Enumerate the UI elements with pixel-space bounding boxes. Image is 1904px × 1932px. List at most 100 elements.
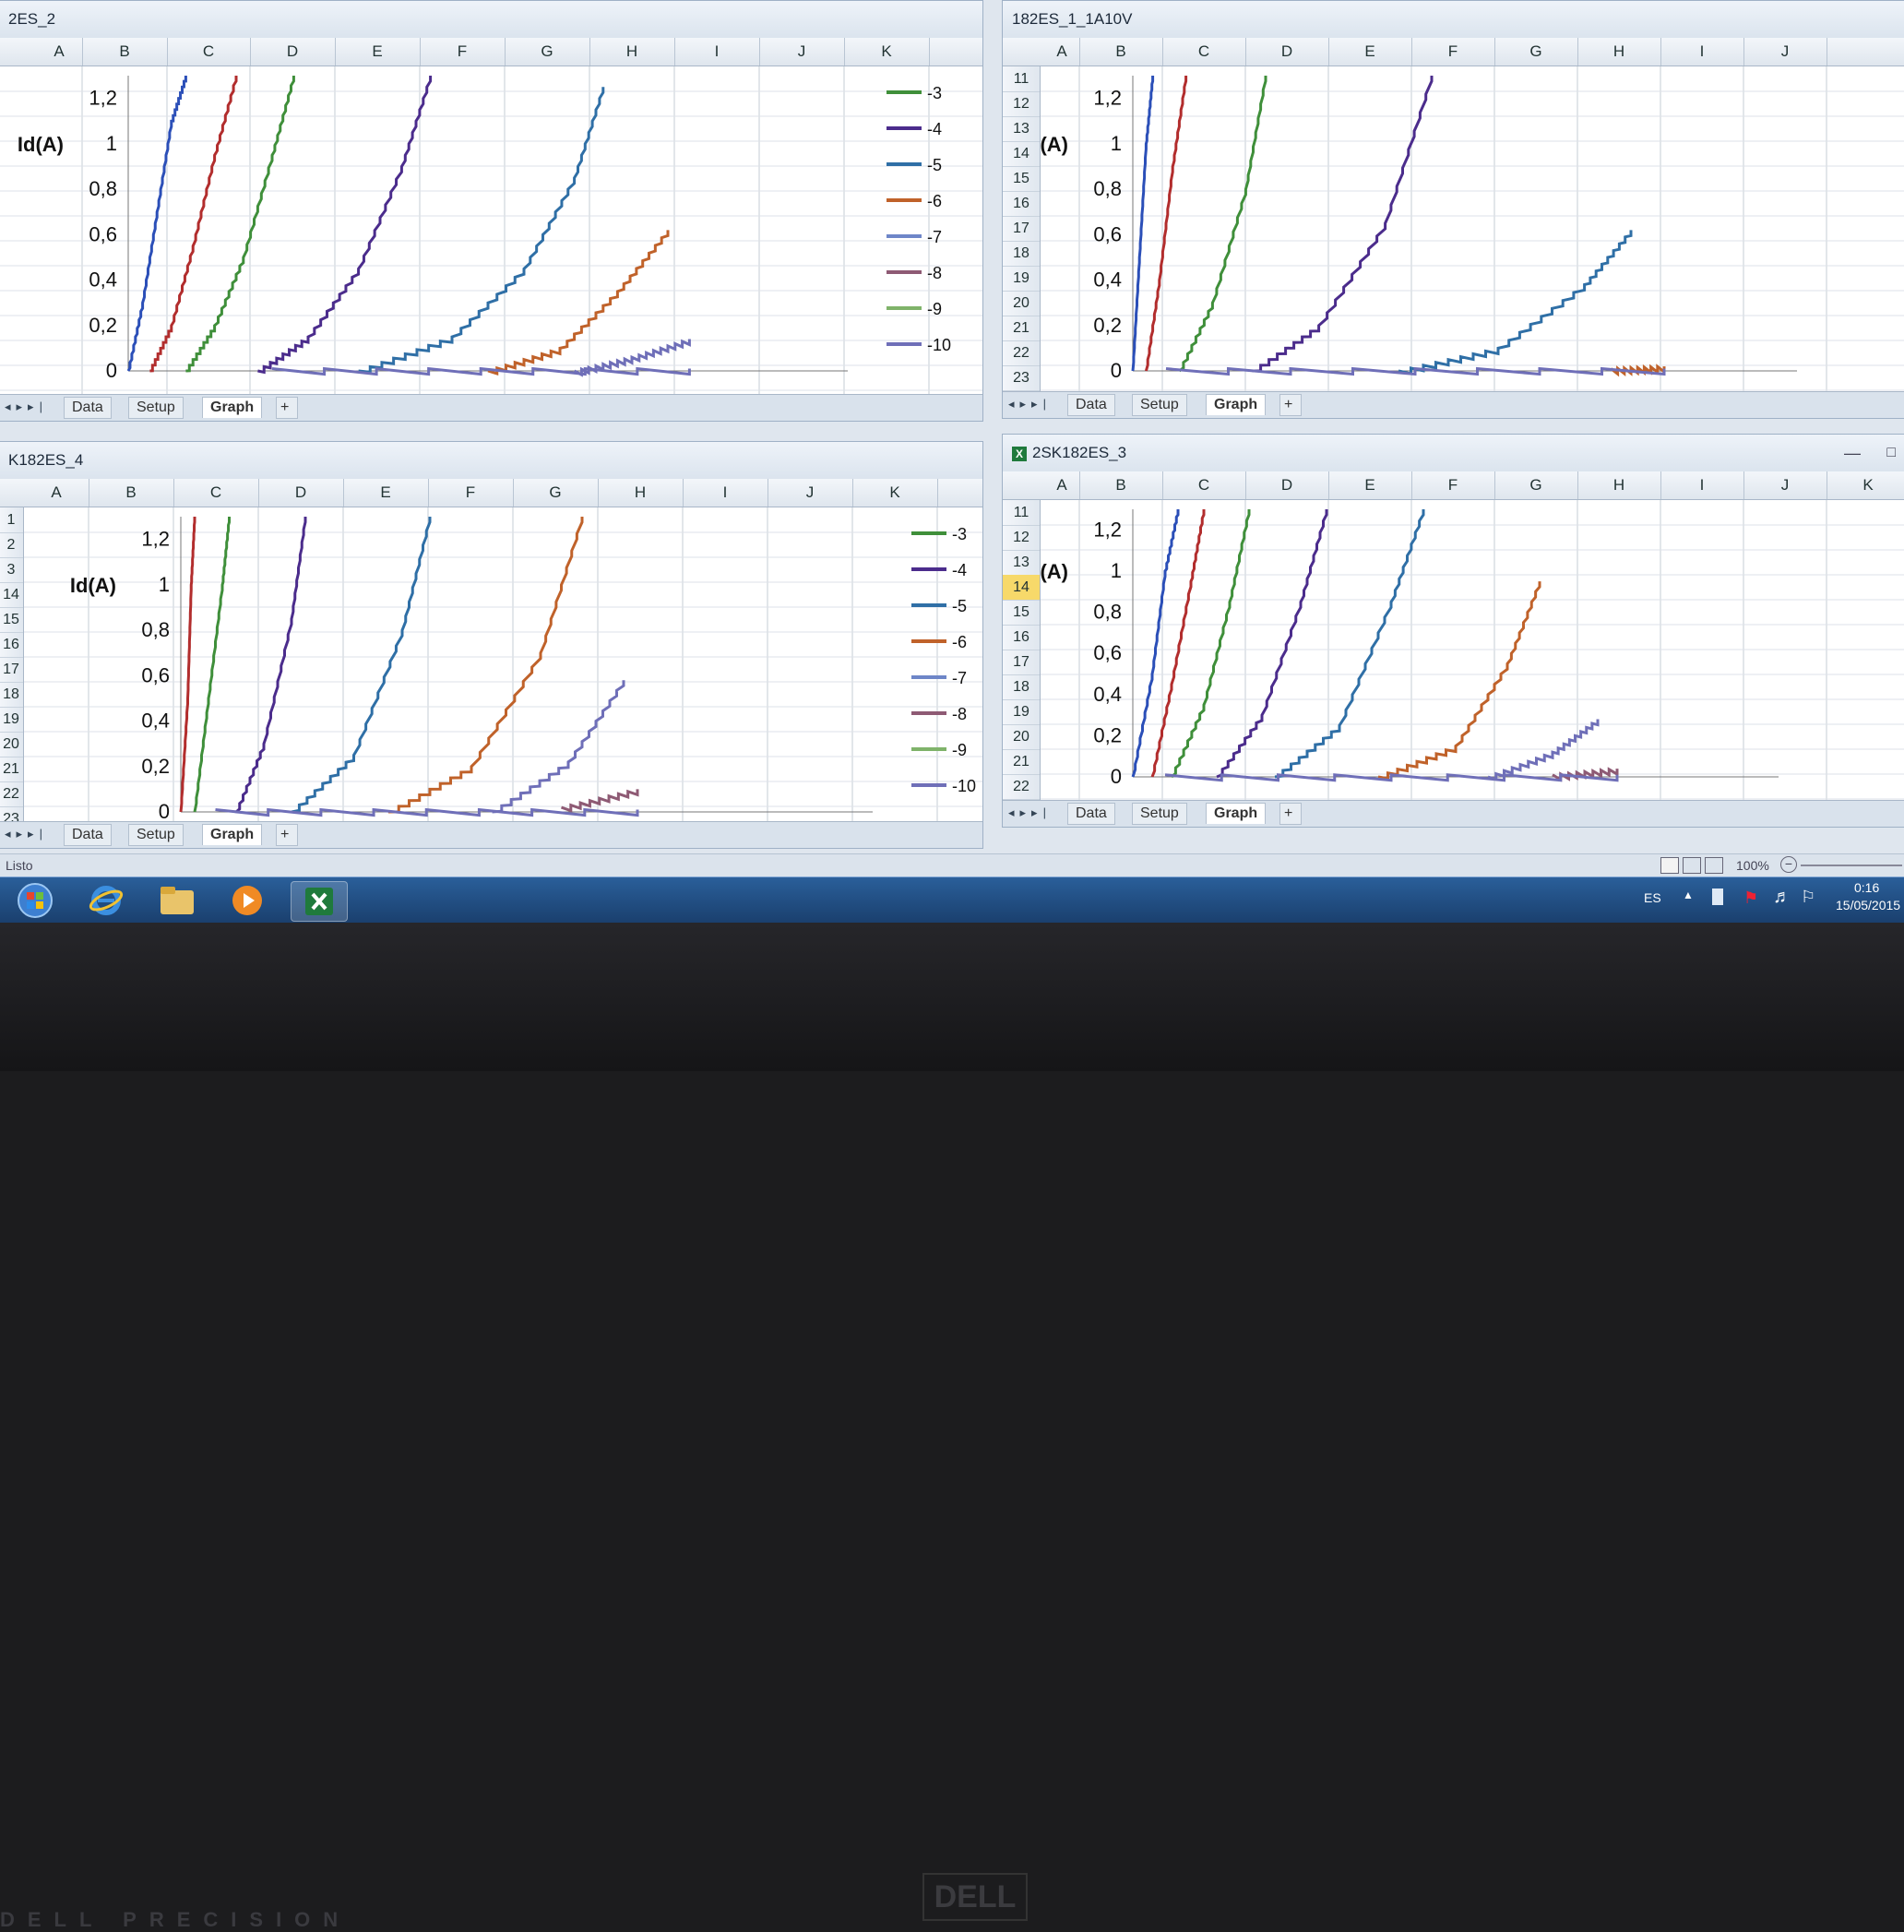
column-header[interactable]: H <box>1577 471 1661 499</box>
column-header[interactable]: H <box>1577 38 1661 66</box>
column-header[interactable]: F <box>428 479 514 507</box>
sheet-tab-setup[interactable]: Setup <box>128 397 184 419</box>
column-header[interactable]: K <box>1827 471 1904 499</box>
row-header[interactable]: 2 <box>0 532 23 558</box>
column-header[interactable]: G <box>505 38 590 66</box>
view-layout-icon[interactable] <box>1683 857 1701 874</box>
new-sheet-tab-icon[interactable]: + <box>276 397 298 419</box>
column-header[interactable]: G <box>1494 471 1578 499</box>
sheet-tab-graph[interactable]: Graph <box>202 397 263 418</box>
column-header[interactable]: G <box>513 479 599 507</box>
row-header[interactable]: 16 <box>0 632 23 658</box>
clock-time[interactable]: 0:16 <box>1854 880 1880 895</box>
column-header[interactable]: I <box>674 38 760 66</box>
maximize-button[interactable]: □ <box>1886 445 1896 460</box>
flag-icon[interactable]: ⚑ <box>1743 888 1759 907</box>
window-title-bar[interactable]: 182ES_1_1A10V <box>1003 1 1904 39</box>
chart-area[interactable]: 0 0,2 0,4 0,6 0,8 1 1,2 Id(A) -3 -4 -5 -6 -7 -8 -9 -10 <box>24 507 982 832</box>
row-header[interactable]: 14 <box>1003 575 1040 601</box>
row-header[interactable]: 19 <box>1003 699 1040 725</box>
chart-area[interactable]: 0 0,2 0,4 0,6 0,8 1 1,2 Id(A) <box>1022 500 1904 825</box>
taskbar-media-player[interactable] <box>220 881 275 920</box>
column-header[interactable]: A <box>1044 471 1080 499</box>
column-header[interactable]: G <box>1494 38 1578 66</box>
zoom-slider[interactable] <box>1801 865 1902 866</box>
row-header[interactable]: 20 <box>1003 724 1040 750</box>
minimize-button[interactable]: — <box>1844 444 1861 462</box>
column-header[interactable]: C <box>167 38 251 66</box>
column-header[interactable]: H <box>598 479 684 507</box>
sheet-tab-data[interactable]: Data <box>1067 803 1115 825</box>
column-header[interactable]: K <box>844 38 930 66</box>
column-header[interactable]: J <box>759 38 845 66</box>
column-header[interactable]: C <box>1162 471 1246 499</box>
column-header[interactable]: A <box>36 38 83 66</box>
sheet-tab-graph[interactable]: Graph <box>1206 803 1267 824</box>
row-header[interactable]: 13 <box>1003 550 1040 576</box>
sheet-tab-graph[interactable]: Graph <box>1206 394 1267 415</box>
sheet-tab-setup[interactable]: Setup <box>1132 803 1187 825</box>
row-header[interactable]: 21 <box>1003 316 1040 341</box>
column-header[interactable]: K <box>852 479 938 507</box>
column-header[interactable]: D <box>258 479 344 507</box>
column-header[interactable]: D <box>250 38 336 66</box>
row-header[interactable]: 12 <box>1003 91 1040 117</box>
column-header[interactable]: J <box>1743 471 1827 499</box>
row-headers[interactable]: 1 2 3 14 15 16 17 18 19 20 21 22 23 <box>0 507 24 832</box>
chart-area[interactable]: 0 0,2 0,4 0,6 0,8 1 1,2 Id(A) <box>1022 66 1904 391</box>
action-center-icon[interactable]: ⚐ <box>1801 888 1816 906</box>
sheet-nav-arrows[interactable]: ◂▸▸| <box>5 400 48 413</box>
sheet-tab-data[interactable]: Data <box>64 824 112 846</box>
clock-date[interactable]: 15/05/2015 <box>1836 898 1901 912</box>
row-header[interactable]: 16 <box>1003 191 1040 217</box>
sheet-grid[interactable]: 0 0,2 0,4 0,6 0,8 1 1,2 Id(A) <box>1022 500 1904 825</box>
column-header[interactable]: C <box>173 479 259 507</box>
column-header[interactable]: B <box>1079 471 1163 499</box>
column-header[interactable]: A <box>1044 38 1080 66</box>
view-pagebreak-icon[interactable] <box>1705 857 1723 874</box>
row-header[interactable]: 19 <box>0 707 23 733</box>
column-header[interactable]: D <box>1245 38 1329 66</box>
row-header[interactable]: 15 <box>1003 600 1040 626</box>
chart-area[interactable]: 0 0,2 0,4 0,6 0,8 1 1,2 Id(A) -3 -4 -5 -6 -7 -8 -9 -10 <box>0 66 982 394</box>
taskbar-explorer[interactable] <box>149 881 205 920</box>
row-header[interactable]: 18 <box>1003 241 1040 267</box>
window-title-bar[interactable]: 2ES_2 <box>0 1 982 39</box>
column-header[interactable]: J <box>1743 38 1827 66</box>
sheet-nav-arrows[interactable]: ◂▸▸| <box>1008 805 1052 819</box>
row-header[interactable]: 21 <box>0 757 23 782</box>
column-header[interactable]: F <box>1411 38 1495 66</box>
column-header[interactable]: F <box>1411 471 1495 499</box>
row-header[interactable]: 20 <box>0 732 23 757</box>
volume-icon[interactable]: ♬ <box>1773 887 1791 907</box>
column-header[interactable]: E <box>343 479 429 507</box>
row-header[interactable]: 17 <box>0 657 23 683</box>
language-indicator[interactable]: ES <box>1644 890 1661 905</box>
row-header[interactable]: 20 <box>1003 291 1040 316</box>
column-header[interactable]: A <box>24 479 89 507</box>
sheet-nav-arrows[interactable]: ◂▸▸| <box>1008 397 1052 411</box>
sheet-grid[interactable]: 0 0,2 0,4 0,6 0,8 1 1,2 Id(A) -3 -4 -5 -6 -7 -8 -9 -10 <box>0 66 982 394</box>
row-header[interactable]: 3 <box>0 557 23 583</box>
sheet-tab-data[interactable]: Data <box>64 397 112 419</box>
row-header[interactable]: 14 <box>0 582 23 608</box>
column-header[interactable]: B <box>89 479 174 507</box>
column-header[interactable]: C <box>1162 38 1246 66</box>
row-header[interactable]: 23 <box>1003 365 1040 391</box>
column-header[interactable]: E <box>1328 38 1412 66</box>
row-header[interactable]: 11 <box>1003 66 1040 92</box>
network-icon[interactable] <box>1712 888 1723 905</box>
row-header[interactable]: 1 <box>0 507 23 533</box>
sheet-grid[interactable]: 0 0,2 0,4 0,6 0,8 1 1,2 Id(A) -3 -4 -5 -6 -7 -8 -9 -10 <box>24 507 982 832</box>
sheet-grid[interactable]: 0 0,2 0,4 0,6 0,8 1 1,2 Id(A) <box>1022 66 1904 391</box>
column-header[interactable]: F <box>420 38 506 66</box>
sheet-nav-arrows[interactable]: ◂▸▸| <box>5 827 48 841</box>
row-header[interactable]: 15 <box>0 607 23 633</box>
new-sheet-tab-icon[interactable]: + <box>276 824 298 846</box>
